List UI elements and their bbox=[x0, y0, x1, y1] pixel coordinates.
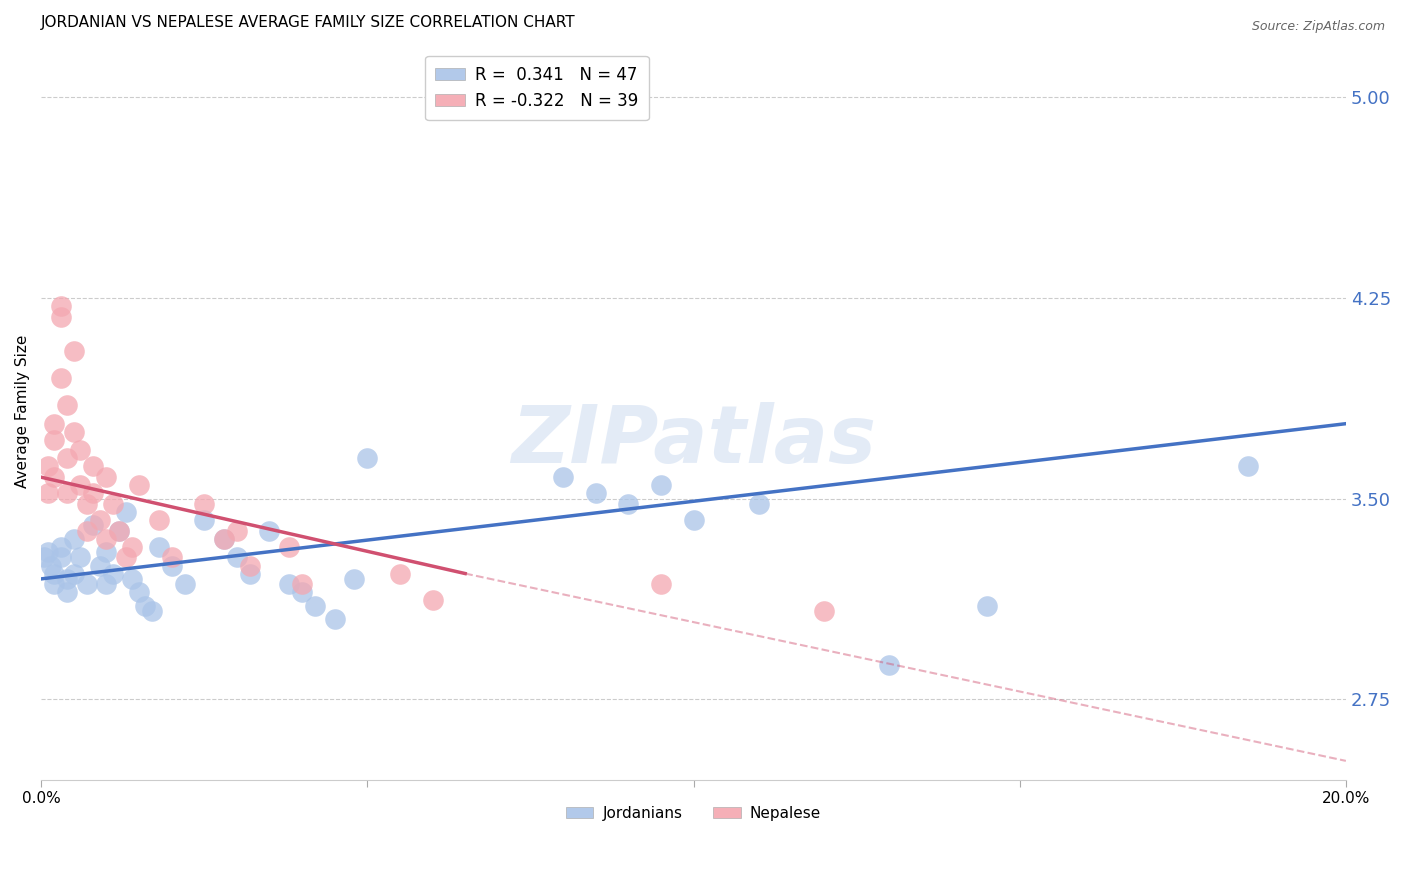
Point bbox=[239, 566, 262, 581]
Point bbox=[56, 572, 79, 586]
Point bbox=[259, 524, 281, 538]
Point bbox=[134, 599, 156, 613]
Point bbox=[89, 513, 111, 527]
Point bbox=[49, 299, 72, 313]
Point bbox=[356, 451, 378, 466]
Point bbox=[96, 577, 118, 591]
Point bbox=[239, 558, 262, 573]
Point bbox=[225, 524, 247, 538]
Point bbox=[650, 478, 672, 492]
Point bbox=[96, 532, 118, 546]
Point bbox=[650, 577, 672, 591]
Point bbox=[82, 459, 104, 474]
Point bbox=[82, 518, 104, 533]
Point bbox=[173, 577, 195, 591]
Point bbox=[291, 585, 314, 599]
Point bbox=[62, 566, 84, 581]
Point bbox=[115, 505, 138, 519]
Point bbox=[44, 566, 66, 581]
Point bbox=[115, 550, 138, 565]
Point bbox=[62, 425, 84, 439]
Point bbox=[160, 550, 183, 565]
Point bbox=[193, 513, 215, 527]
Point bbox=[49, 371, 72, 385]
Point bbox=[37, 545, 59, 559]
Point bbox=[225, 550, 247, 565]
Point bbox=[422, 593, 444, 607]
Point bbox=[877, 657, 900, 672]
Point bbox=[49, 540, 72, 554]
Text: ZIPatlas: ZIPatlas bbox=[510, 402, 876, 480]
Point bbox=[551, 470, 574, 484]
Point bbox=[69, 443, 91, 458]
Point bbox=[291, 577, 314, 591]
Point bbox=[323, 612, 346, 626]
Y-axis label: Average Family Size: Average Family Size bbox=[15, 335, 30, 488]
Point bbox=[56, 486, 79, 500]
Point bbox=[278, 577, 301, 591]
Point bbox=[56, 398, 79, 412]
Point bbox=[49, 550, 72, 565]
Point bbox=[69, 550, 91, 565]
Point bbox=[39, 558, 62, 573]
Point bbox=[304, 599, 326, 613]
Point bbox=[108, 524, 131, 538]
Point bbox=[44, 433, 66, 447]
Point bbox=[141, 604, 163, 618]
Point bbox=[585, 486, 607, 500]
Point bbox=[343, 572, 366, 586]
Point bbox=[44, 417, 66, 431]
Point bbox=[62, 344, 84, 359]
Point bbox=[128, 585, 150, 599]
Text: Source: ZipAtlas.com: Source: ZipAtlas.com bbox=[1251, 20, 1385, 33]
Point bbox=[617, 497, 640, 511]
Point bbox=[212, 532, 235, 546]
Point bbox=[89, 558, 111, 573]
Point bbox=[96, 470, 118, 484]
Point bbox=[682, 513, 704, 527]
Point bbox=[388, 566, 411, 581]
Point bbox=[148, 540, 170, 554]
Point bbox=[44, 470, 66, 484]
Point bbox=[44, 577, 66, 591]
Point bbox=[37, 459, 59, 474]
Point bbox=[212, 532, 235, 546]
Point bbox=[108, 524, 131, 538]
Point bbox=[82, 486, 104, 500]
Point bbox=[56, 451, 79, 466]
Point bbox=[748, 497, 770, 511]
Point bbox=[62, 532, 84, 546]
Point bbox=[101, 497, 124, 511]
Point bbox=[76, 524, 98, 538]
Point bbox=[160, 558, 183, 573]
Point bbox=[76, 577, 98, 591]
Text: JORDANIAN VS NEPALESE AVERAGE FAMILY SIZE CORRELATION CHART: JORDANIAN VS NEPALESE AVERAGE FAMILY SIZ… bbox=[41, 15, 575, 30]
Point bbox=[56, 585, 79, 599]
Point bbox=[976, 599, 998, 613]
Legend: Jordanians, Nepalese: Jordanians, Nepalese bbox=[560, 800, 827, 827]
Point bbox=[37, 486, 59, 500]
Point bbox=[49, 310, 72, 324]
Point bbox=[193, 497, 215, 511]
Point bbox=[76, 497, 98, 511]
Point bbox=[34, 550, 56, 565]
Point bbox=[813, 604, 835, 618]
Point bbox=[101, 566, 124, 581]
Point bbox=[148, 513, 170, 527]
Point bbox=[121, 540, 143, 554]
Point bbox=[69, 478, 91, 492]
Point bbox=[128, 478, 150, 492]
Point bbox=[96, 545, 118, 559]
Point bbox=[278, 540, 301, 554]
Point bbox=[121, 572, 143, 586]
Point bbox=[1237, 459, 1260, 474]
